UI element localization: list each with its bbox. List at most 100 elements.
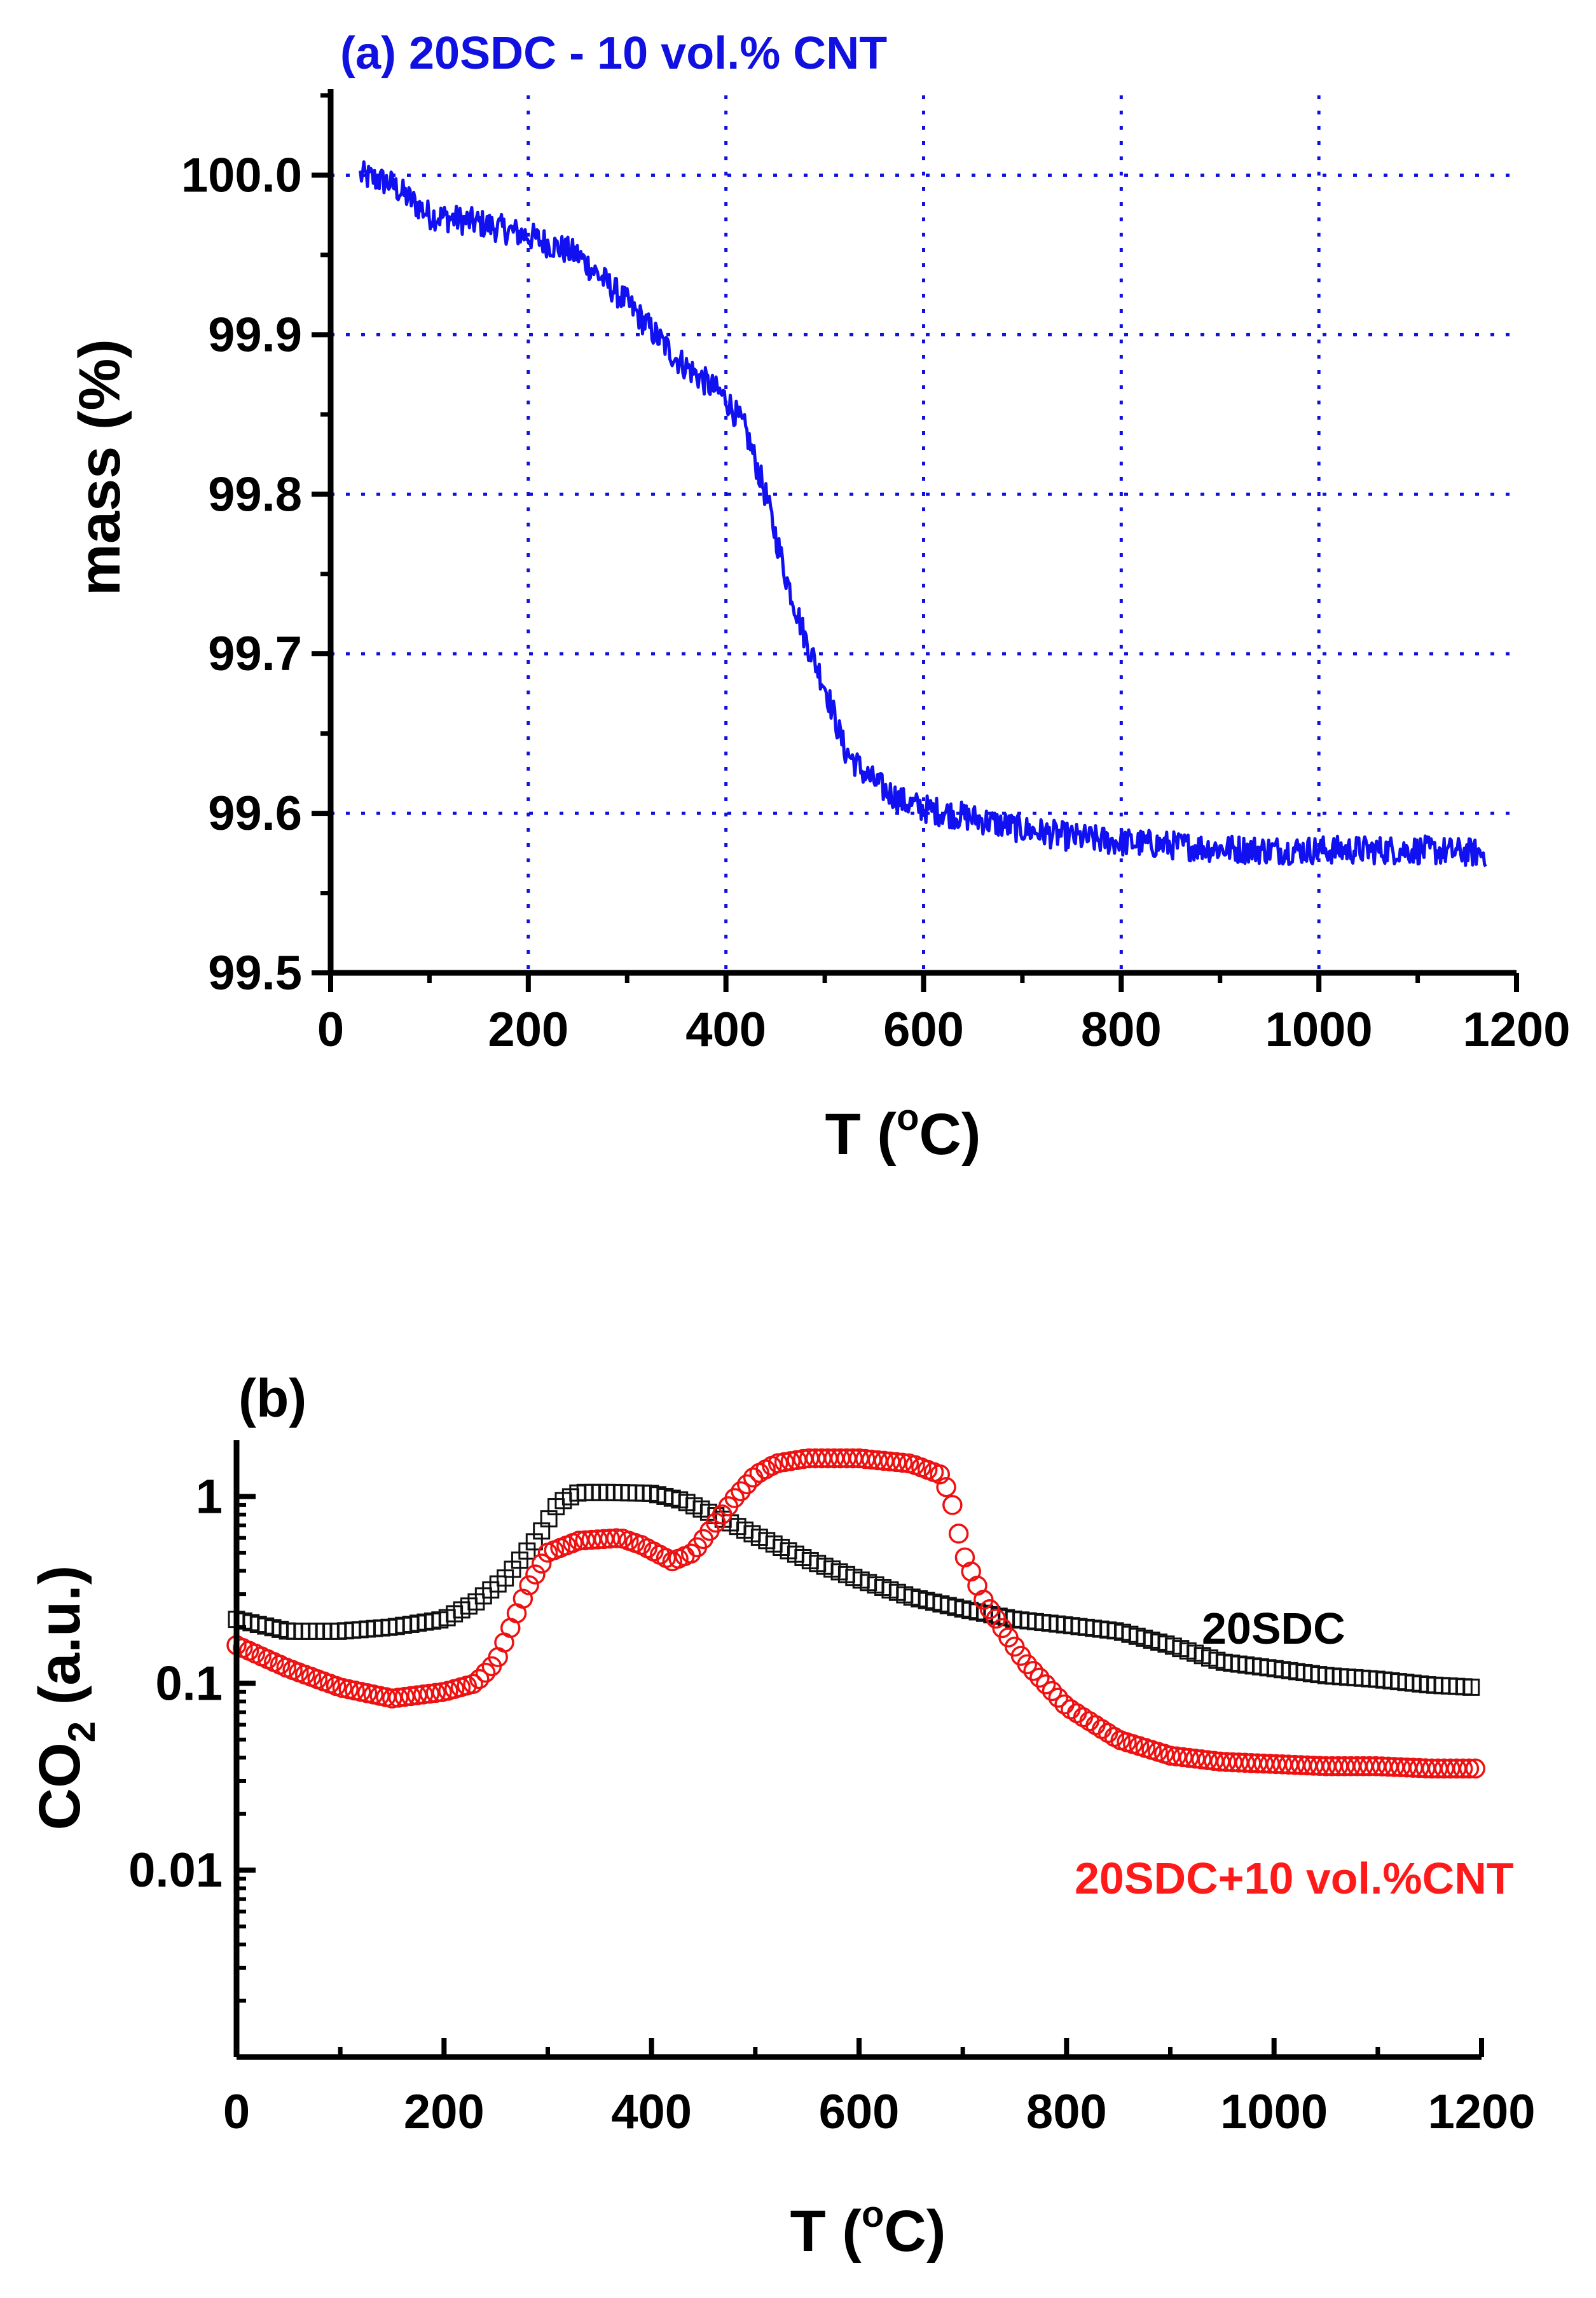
- data-point: [388, 1688, 409, 1708]
- data-point: [1465, 1758, 1485, 1779]
- x-tick-label: 0: [317, 1003, 344, 1057]
- data-point: [1042, 1681, 1063, 1702]
- data-point: [1035, 1674, 1056, 1695]
- panel-b-x-axis-label: T (oC): [790, 2194, 946, 2264]
- panel-a-x-axis-label: T (oC): [825, 1097, 981, 1167]
- data-point: [513, 1588, 533, 1609]
- series-20sdc-cnt: [226, 1448, 1485, 1779]
- series-20sdc: [228, 1483, 1480, 1696]
- panel-b-y-axis-label-end: (a.u.): [27, 1565, 92, 1721]
- y-tick-label: 1: [196, 1469, 223, 1524]
- data-point: [531, 1553, 552, 1574]
- x-tick-label: 1000: [1265, 1003, 1373, 1057]
- data-point: [767, 1453, 788, 1473]
- data-point: [1452, 1758, 1473, 1779]
- panel-a-mass-chart: (a) 20SDC - 10 vol.% CNT 0 200 400 600 800 10…: [67, 28, 1571, 1167]
- x-tick-label: 1200: [1462, 1003, 1570, 1057]
- x-tick-label: 200: [404, 2085, 485, 2139]
- x-tick-label: 800: [1081, 1003, 1162, 1057]
- data-point: [724, 1488, 745, 1508]
- panel-a-axes: [312, 89, 1519, 992]
- data-point: [475, 1662, 496, 1683]
- x-tick-label: 200: [488, 1003, 568, 1057]
- y-tick-label: 0.1: [155, 1656, 223, 1710]
- data-point: [401, 1686, 421, 1707]
- data-point: [419, 1683, 440, 1704]
- data-point: [737, 1474, 757, 1495]
- panel-b-y-axis-label-start: CO: [27, 1742, 92, 1830]
- data-point: [1160, 1745, 1181, 1766]
- y-tick-label: 0.01: [128, 1843, 223, 1897]
- panel-b-x-axis-label-start: T (: [790, 2199, 862, 2264]
- data-point: [1029, 1667, 1050, 1688]
- panel-b-series: [226, 1448, 1485, 1779]
- data-point: [1191, 1749, 1212, 1770]
- data-point: [407, 1685, 427, 1705]
- data-point: [1079, 1711, 1099, 1731]
- data-point: [1023, 1661, 1043, 1681]
- data-point: [930, 1464, 951, 1485]
- data-point: [519, 1575, 539, 1595]
- data-point: [382, 1688, 402, 1709]
- x-tick-label: 600: [819, 2085, 900, 2139]
- data-point: [886, 1452, 907, 1473]
- y-tick-label: 99.7: [208, 627, 302, 681]
- data-point: [1459, 1758, 1480, 1779]
- data-point: [1179, 1747, 1199, 1768]
- data-point: [1017, 1654, 1038, 1675]
- data-point: [425, 1682, 446, 1703]
- panel-b-x-axis-label-end: C): [884, 2199, 946, 2264]
- x-tick-label: 800: [1026, 2085, 1107, 2139]
- data-point: [1066, 1703, 1087, 1724]
- x-tick-label: 600: [883, 1003, 964, 1057]
- x-tick-label: 0: [223, 2085, 250, 2139]
- data-point: [1173, 1747, 1193, 1768]
- data-point: [469, 1668, 490, 1689]
- panel-a-tick-labels: 0 200 400 600 800 1000 1200 99.5 99.6 99.7 99.8 99.…: [181, 148, 1571, 1057]
- y-tick-label: 99.5: [208, 946, 302, 1000]
- data-point: [1085, 1715, 1106, 1735]
- data-point: [774, 1452, 795, 1473]
- panel-b-x-axis-label-superscript: o: [862, 2194, 884, 2235]
- data-point: [936, 1476, 956, 1497]
- data-point: [1048, 1688, 1069, 1708]
- y-tick-label: 100.0: [181, 148, 302, 202]
- legend-label-20sdc-cnt: 20SDC+10 vol.%CNT: [1075, 1854, 1514, 1903]
- panel-a-y-axis-label: mass (%): [67, 339, 132, 596]
- data-point: [731, 1481, 751, 1501]
- panel-b-y-axis-label: CO2 (a.u.): [27, 1565, 103, 1831]
- y-tick-label: 99.6: [208, 787, 302, 841]
- data-point: [948, 1524, 969, 1544]
- panel-b-tick-labels: 0 200 400 600 800 1000 1200 0.01 0.1 1: [128, 1469, 1535, 2139]
- panel-b-title: (b): [238, 1368, 306, 1428]
- panel-b-y-axis-label-subscript: 2: [60, 1721, 103, 1742]
- data-point: [1092, 1719, 1112, 1739]
- panel-a-title: (a) 20SDC - 10 vol.% CNT: [340, 28, 887, 79]
- mass-line: [359, 160, 1487, 867]
- data-point: [1166, 1746, 1187, 1767]
- data-point: [942, 1495, 963, 1515]
- data-point: [1462, 1678, 1480, 1696]
- x-tick-label: 1200: [1427, 2085, 1535, 2139]
- data-point: [394, 1686, 415, 1707]
- data-point: [1185, 1748, 1206, 1769]
- data-point: [892, 1452, 913, 1473]
- panel-a-x-axis-label-superscript: o: [897, 1097, 919, 1138]
- data-point: [780, 1451, 801, 1471]
- data-point: [463, 1674, 483, 1694]
- y-tick-label: 99.8: [208, 467, 302, 521]
- data-point: [606, 1528, 626, 1548]
- y-tick-label: 99.9: [208, 308, 302, 362]
- panel-a-series: [359, 160, 1487, 867]
- data-point: [525, 1564, 546, 1585]
- panel-b-axes: [233, 1440, 1484, 2060]
- panel-a-x-axis-label-end: C): [919, 1102, 980, 1167]
- x-tick-label: 400: [685, 1003, 766, 1057]
- panel-a-x-axis-label-start: T (: [825, 1102, 897, 1167]
- data-point: [413, 1684, 434, 1705]
- legend-label-20sdc: 20SDC: [1202, 1604, 1345, 1653]
- x-tick-label: 400: [611, 2085, 692, 2139]
- x-tick-label: 1000: [1220, 2085, 1328, 2139]
